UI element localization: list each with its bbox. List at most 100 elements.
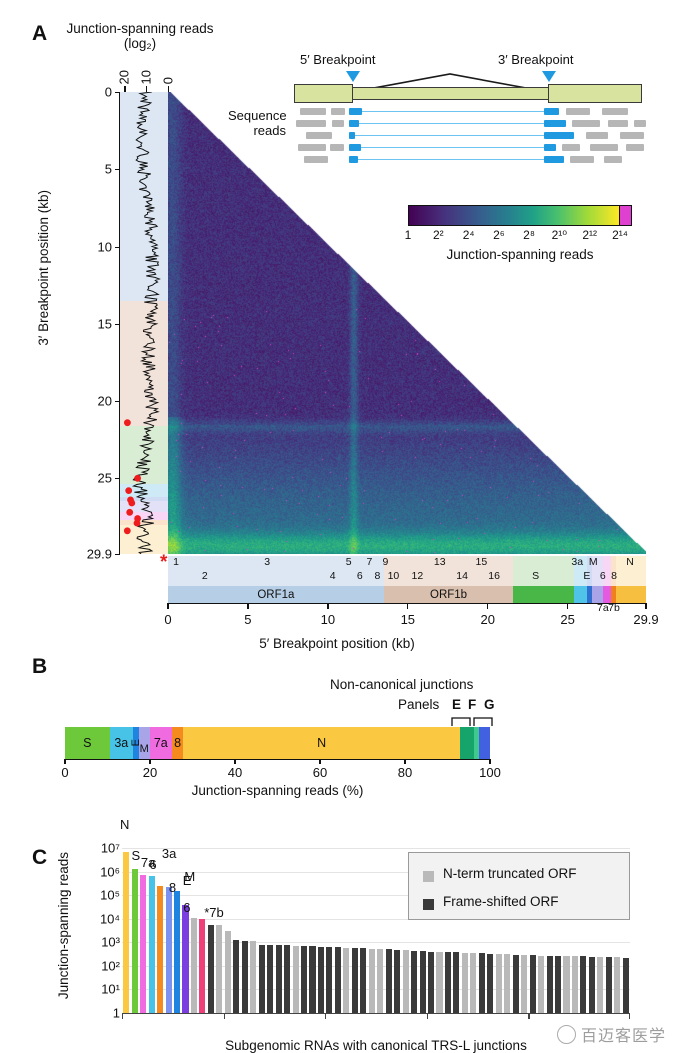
junction-heatmap bbox=[168, 92, 646, 554]
panel-a-y-tick-mark bbox=[115, 246, 120, 248]
panel-b-segment: S bbox=[65, 727, 110, 759]
panel-c-legend-swatch bbox=[423, 899, 434, 910]
junction-spanning-read-segment bbox=[544, 156, 564, 163]
panel-c-bar bbox=[461, 952, 468, 1013]
panel-c-y-tick-label: 10³ bbox=[101, 934, 120, 950]
panel-c-bar bbox=[495, 953, 502, 1013]
panel-c-bar bbox=[588, 956, 595, 1013]
gene-label: 10 bbox=[387, 570, 400, 582]
marginal-tick-label: 10 bbox=[138, 69, 154, 84]
colorbar-tick-label: 2⁸ bbox=[523, 228, 535, 242]
panel-c-bar bbox=[377, 948, 384, 1013]
panel-c-bar bbox=[165, 886, 172, 1013]
read-fragment bbox=[608, 120, 628, 127]
panel-c-bar-label: 6 bbox=[149, 857, 157, 873]
panel-c-bar bbox=[402, 950, 409, 1013]
read-fragment bbox=[604, 156, 622, 163]
panel-a-y-tick-label: 5 bbox=[104, 161, 112, 177]
gene-band-segment bbox=[168, 556, 384, 586]
watermark-text: 百迈客医学 bbox=[580, 1028, 666, 1045]
canonical-junction-dot bbox=[128, 499, 136, 507]
panel-c-bar-label: 7a bbox=[140, 855, 156, 871]
panel-c-bar bbox=[233, 939, 240, 1013]
panel-c-bar bbox=[368, 948, 375, 1013]
gene-label: 13 bbox=[433, 556, 446, 568]
panel-c-bars: N S 7a 6 3a 8 M E 6 *7b bbox=[120, 817, 630, 1014]
panel-b-x-axis-label: Junction-spanning reads (%) bbox=[191, 783, 364, 798]
panel-a-y-tick-mark bbox=[115, 478, 120, 480]
panel-c-letter: C bbox=[32, 846, 48, 869]
marginal-tick-mark bbox=[124, 86, 126, 92]
read-fragment bbox=[332, 120, 344, 127]
panel-c-bar bbox=[385, 949, 392, 1013]
panel-b-segment-label: M bbox=[139, 743, 149, 755]
panel-c-bar bbox=[512, 954, 519, 1013]
marginal-genome-band bbox=[120, 496, 168, 502]
panel-c-gridline bbox=[122, 895, 630, 897]
panel-a-x-tick-label: 15 bbox=[400, 612, 416, 627]
marginal-tick-label: 0 bbox=[160, 76, 176, 84]
junction-spanning-read-segment bbox=[349, 156, 358, 163]
panel-c-bar bbox=[622, 957, 629, 1013]
orf-segment bbox=[586, 586, 592, 603]
gene-label: 15 bbox=[475, 556, 488, 568]
panel-c-bar bbox=[487, 953, 494, 1013]
colorbar-overflow-cap bbox=[620, 205, 632, 226]
gene-label: 3a bbox=[571, 556, 584, 568]
read-fragment bbox=[620, 132, 644, 139]
panel-a-x-tick-label: 29.9 bbox=[633, 612, 659, 627]
panel-a-x-tick-mark bbox=[407, 603, 409, 609]
panel-b-segment: E bbox=[130, 727, 142, 759]
panel-a-x-tick-label: 25 bbox=[560, 612, 575, 627]
panel-c-bar-label: 8 bbox=[168, 879, 177, 895]
panel-b-x-tick-mark bbox=[234, 759, 236, 764]
panel-c-bar-label: S bbox=[131, 847, 141, 863]
gene-label: 1 bbox=[173, 556, 179, 568]
panel-c-x-axis-label: Subgenomic RNAs with canonical TRS-L jun… bbox=[225, 1038, 527, 1053]
gene-band-segment bbox=[602, 556, 611, 586]
gene-label: 8 bbox=[374, 570, 381, 582]
panel-c-x-tick-mark bbox=[325, 1013, 327, 1019]
orf-segment: ORF1b bbox=[383, 586, 514, 603]
read-fragment bbox=[300, 108, 326, 115]
sequence-read-row bbox=[290, 132, 646, 139]
panel-c-bar bbox=[343, 947, 350, 1013]
panel-c-bar bbox=[470, 953, 477, 1013]
sequence-read-row bbox=[290, 120, 646, 127]
panel-c-bar bbox=[224, 931, 231, 1013]
canonical-junction-dot bbox=[133, 519, 141, 527]
junction-arc bbox=[351, 73, 549, 92]
panel-a-x-axis: 0 5 10 15 20 25 29.9 bbox=[164, 603, 659, 643]
orf-segment bbox=[591, 586, 603, 603]
gene-band-segment bbox=[610, 556, 616, 586]
gene-label: 4 bbox=[329, 570, 336, 582]
junction-spanning-read-segment bbox=[349, 132, 355, 139]
panel-a-y-axis-label: 3′ Breakpoint position (kb) bbox=[36, 190, 51, 346]
panel-ref-label: E bbox=[452, 697, 462, 712]
panel-c-bar bbox=[334, 947, 341, 1013]
panel-reference-brackets bbox=[451, 717, 493, 726]
panel-b-segment-label: 8 bbox=[174, 736, 182, 750]
panel-c-x-tick-mark bbox=[122, 1013, 124, 1019]
label-5prime-breakpoint: 5′ Breakpoint bbox=[300, 52, 376, 67]
panel-c-bar bbox=[571, 956, 578, 1013]
noncanonical-annotation: Non-canonical junctions bbox=[330, 677, 474, 692]
panel-c-bar bbox=[157, 885, 164, 1013]
panel-c-bar-label: 3a bbox=[161, 845, 177, 861]
junction-spanning-read-segment bbox=[544, 120, 566, 127]
panel-c-y-tick-label: 10⁷ bbox=[100, 840, 120, 856]
panel-c-y-ticks: 1 10¹ 10² 10³ 10⁴ 10⁵ 10⁶ 10⁷ bbox=[78, 841, 120, 1021]
panel-c-bar bbox=[148, 876, 155, 1013]
read-junction-connector bbox=[349, 123, 544, 125]
panel-c-y-tick-label: 10¹ bbox=[101, 981, 120, 997]
read-fragment bbox=[634, 120, 646, 127]
panel-a-y-tick-label: 29.9 bbox=[86, 546, 112, 562]
panel-a-x-tick-label: 20 bbox=[480, 612, 495, 627]
panel-c-bar bbox=[411, 950, 418, 1013]
genome-box-left bbox=[294, 84, 353, 103]
panel-b-x-tick-mark bbox=[404, 759, 406, 764]
panel-b-segment bbox=[460, 727, 475, 759]
panel-c-legend-label: N-term truncated ORF bbox=[443, 866, 577, 881]
sequence-reads-label: Sequence reads bbox=[228, 108, 287, 138]
panel-c-bar bbox=[436, 951, 443, 1013]
